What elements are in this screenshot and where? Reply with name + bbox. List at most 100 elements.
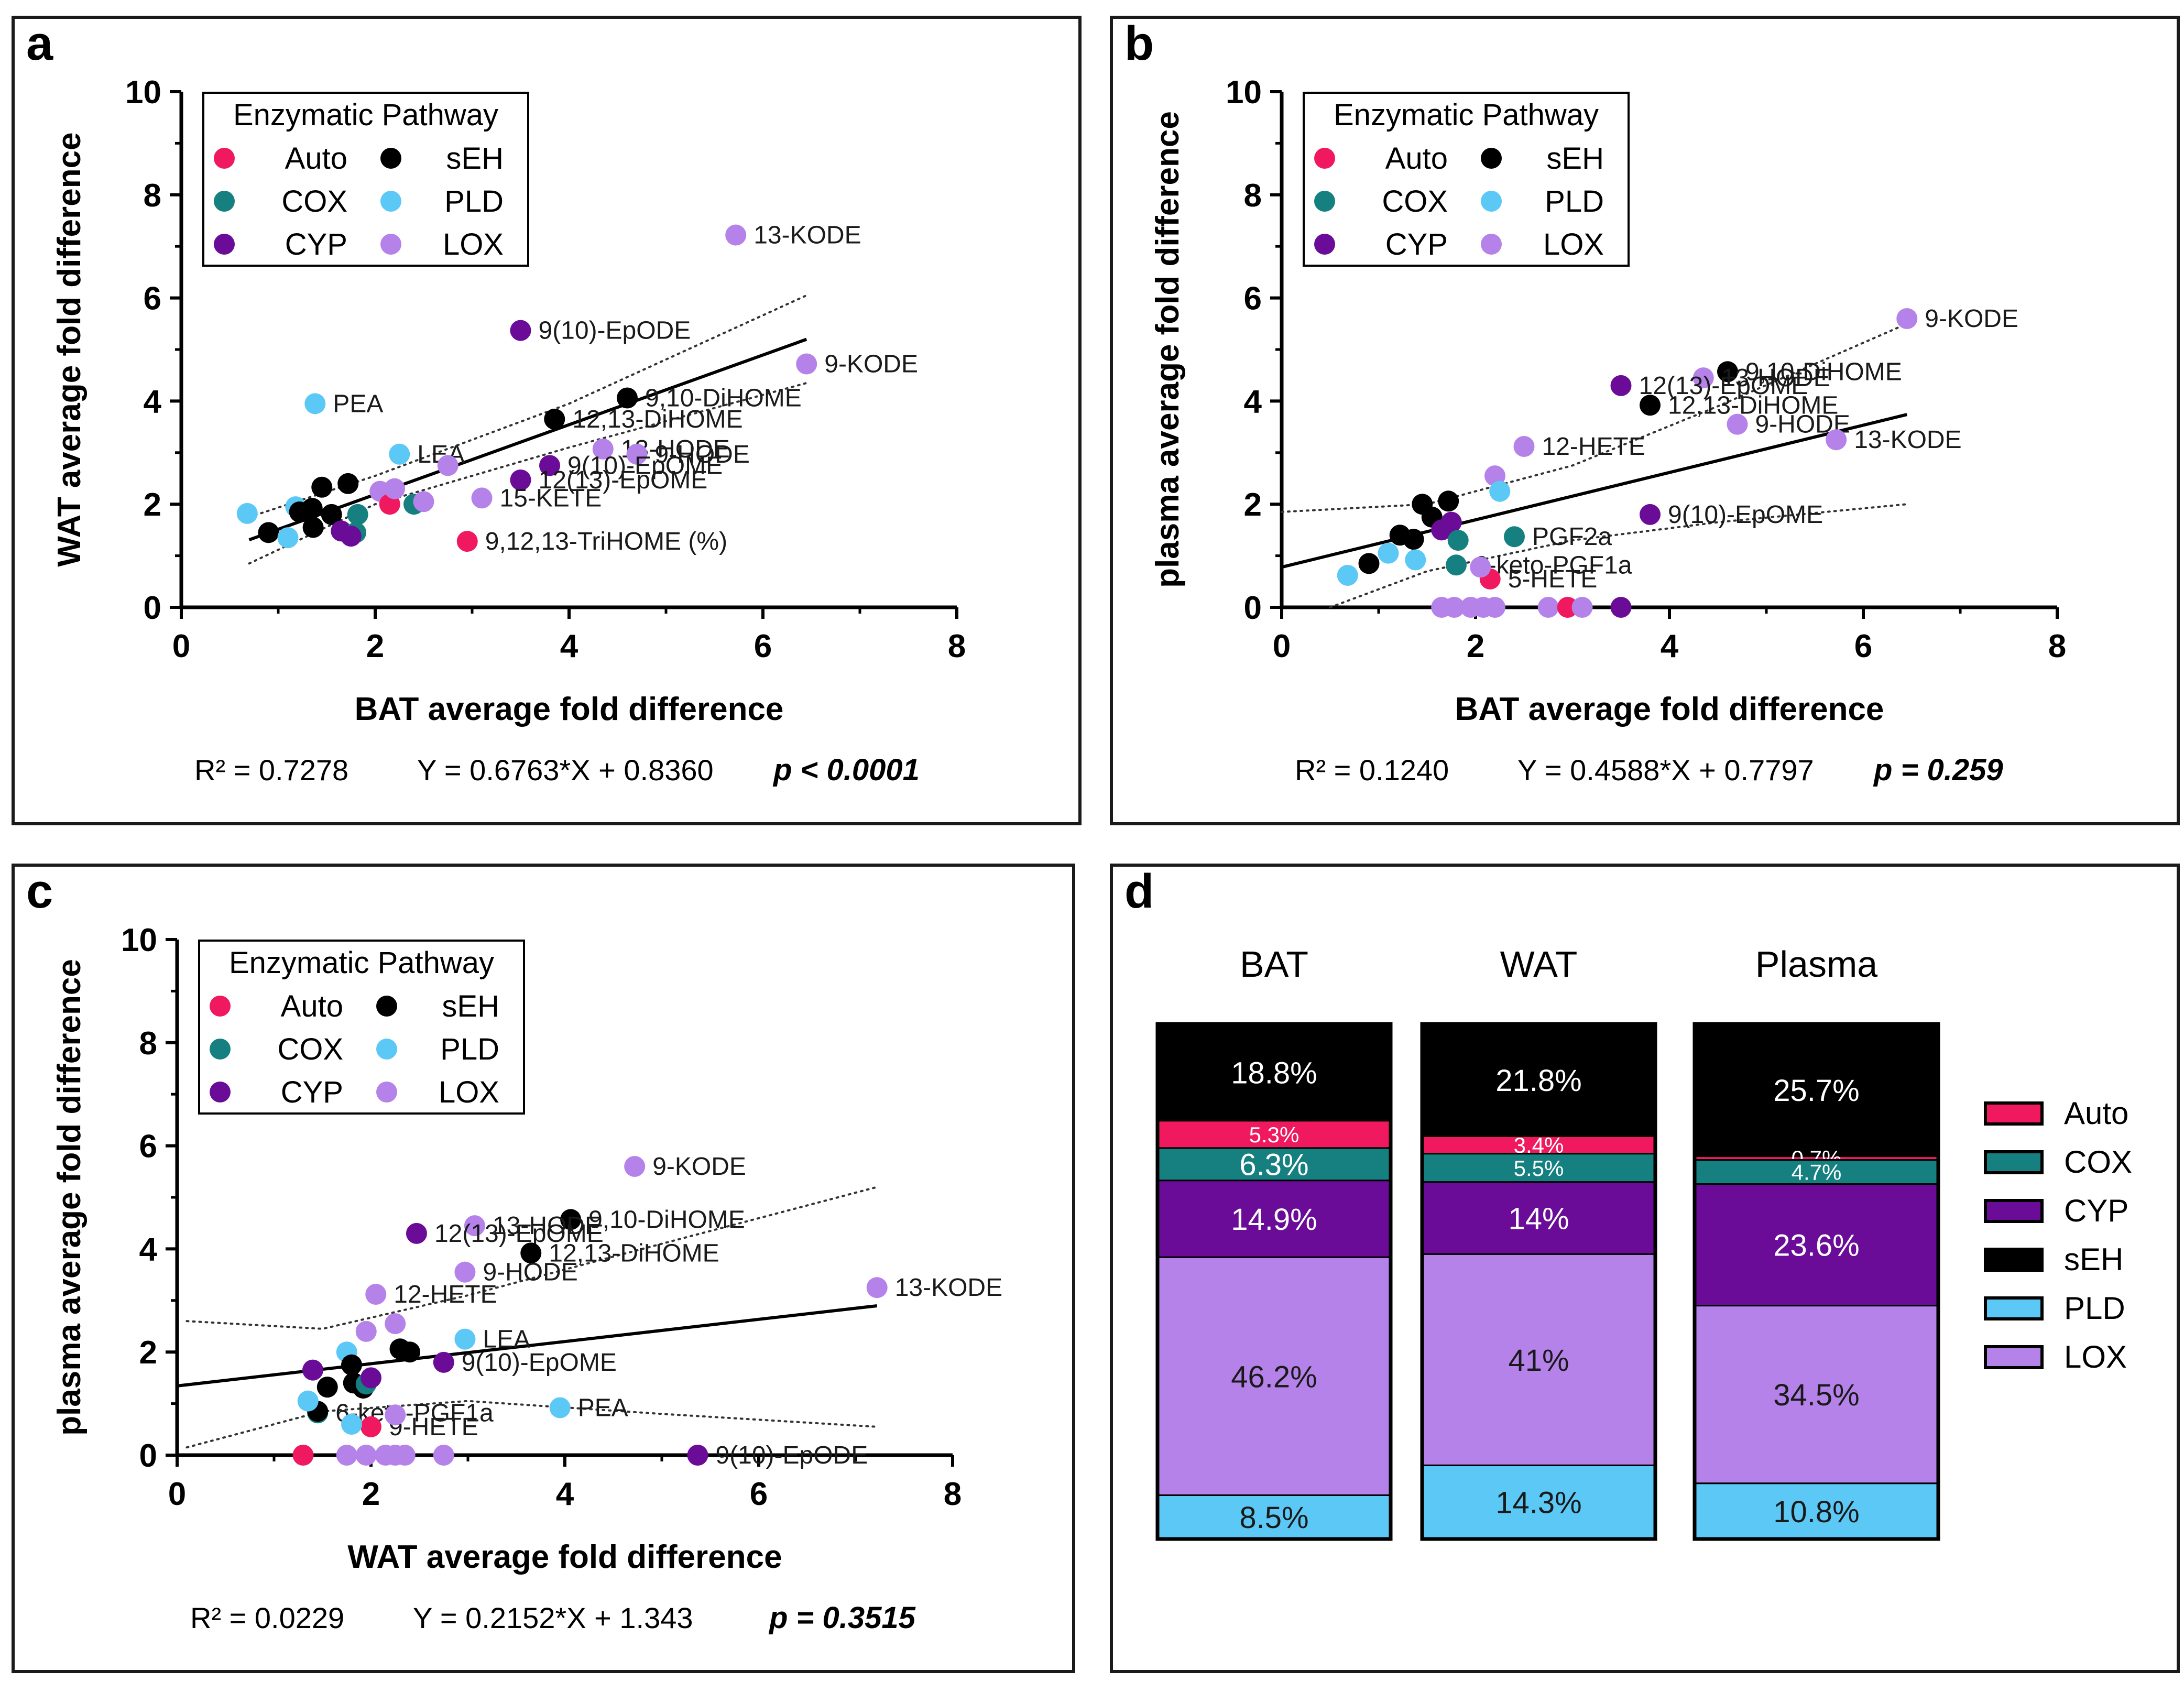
data-point-seh xyxy=(1640,395,1661,416)
point-label: 9(10)-EpOME xyxy=(1668,501,1823,529)
r-squared-text: R² = 0.7278 xyxy=(194,754,348,787)
x-tick-label: 4 xyxy=(556,1476,574,1512)
data-point-lox xyxy=(385,1313,406,1335)
legend-label-cox: COX xyxy=(1382,184,1448,219)
legend-title: Enzymatic Pathway xyxy=(1334,98,1599,132)
data-point-lox xyxy=(437,455,458,476)
legend-swatch-seh xyxy=(1984,1248,2044,1272)
data-point-seh xyxy=(301,498,323,519)
point-label: 6-keto-PGF1a xyxy=(1474,551,1632,579)
bar-segment-pld xyxy=(1694,1482,1939,1540)
data-point-lox xyxy=(626,443,648,465)
data-point-pld xyxy=(297,1390,319,1412)
data-point-seh xyxy=(399,1341,420,1363)
legend-title: Enzymatic Pathway xyxy=(229,946,494,980)
point-label: 9-HODE xyxy=(655,441,750,468)
data-point-lox xyxy=(433,1445,454,1466)
bar-segment-label: 25.7% xyxy=(1773,1074,1859,1108)
legend-label-auto: Auto xyxy=(285,141,347,176)
legend-label-cox: COX xyxy=(277,1032,343,1066)
y-tick-label: 6 xyxy=(1244,281,1262,317)
data-point-cyp xyxy=(433,1351,454,1373)
legend-label-cyp: CYP xyxy=(285,227,347,261)
scatter-chart-c: c 0 2 4 6 8 10 0 2 4 6 8 WAT average fold difference… xyxy=(26,865,1002,1635)
data-point-auto xyxy=(456,531,478,552)
legend-swatch-seh xyxy=(380,148,401,169)
scatter-chart-b: b 0 2 4 6 8 10 0 2 4 6 8 BAT average fold difference… xyxy=(1124,17,2066,787)
legend-title: Enzymatic Pathway xyxy=(233,98,498,132)
regression-equation: Y = 0.6763*X + 0.8360 xyxy=(417,754,714,787)
point-label: 13-HODE xyxy=(1721,364,1830,392)
legend-swatch-cyp xyxy=(1984,1199,2044,1223)
legend-label-pld: PLD xyxy=(440,1032,499,1066)
y-tick-label: 10 xyxy=(1226,74,1262,111)
data-point-cyp xyxy=(1610,375,1632,396)
legend-label-auto: Auto xyxy=(281,989,343,1023)
y-tick-label: 8 xyxy=(139,1025,157,1062)
point-label: 13-KODE xyxy=(754,222,861,249)
bar-category-label: BAT xyxy=(1240,944,1308,985)
data-point-lox xyxy=(464,1215,485,1237)
data-point-lox xyxy=(866,1277,888,1298)
data-point-seh xyxy=(1403,529,1424,550)
data-point-cyp xyxy=(406,1222,427,1244)
data-point-lox xyxy=(471,487,493,509)
panel-d: d BAT 18.8% 5.3% 6.3% 14.9% 46.2% 8.5% WAT 21.8% 3… xyxy=(1110,864,2180,1673)
p-value-text: p = 0.259 xyxy=(1873,753,2003,787)
bar-segment-cyp xyxy=(1421,1181,1656,1255)
data-point-lox xyxy=(1513,435,1535,457)
x-tick-label: 0 xyxy=(168,1476,186,1512)
data-point-auto xyxy=(361,1416,381,1437)
legend-swatch-cyp xyxy=(214,234,235,255)
point-label: 9-KODE xyxy=(652,1153,746,1181)
point-label: 9(10)-EpOME xyxy=(567,452,723,479)
legend-swatch-lox xyxy=(380,234,401,255)
data-point-cox xyxy=(1446,554,1467,576)
data-point-cyp xyxy=(510,469,531,490)
x-axis-label: BAT average fold difference xyxy=(1455,691,1884,727)
x-tick-label: 8 xyxy=(944,1476,962,1512)
panel-letter: b xyxy=(1124,19,1154,70)
legend-label-cyp: CYP xyxy=(2064,1193,2128,1228)
x-tick-label: 4 xyxy=(1661,628,1679,664)
data-point-lox xyxy=(1444,597,1465,618)
point-label: 9-KODE xyxy=(824,351,918,378)
stacked-bar-chart-d: d BAT 18.8% 5.3%6.3% 14.9% 46.2% 8.5% WAT 21.8% 3… xyxy=(1124,865,2132,1541)
data-point-pld xyxy=(341,1413,362,1435)
point-label: 9,10-DiHOME xyxy=(588,1206,745,1234)
legend-swatch-auto xyxy=(1314,148,1335,169)
legend-label-cox: COX xyxy=(281,184,347,219)
point-label: 9(10)-EpOME xyxy=(462,1349,617,1377)
point-label: 9,10-DiHOME xyxy=(1745,358,1902,386)
bar-outline xyxy=(1155,1022,1393,1541)
bar-segment-label: 6.3% xyxy=(1239,1148,1308,1182)
legend-label-auto: Auto xyxy=(1385,141,1448,176)
y-tick-label: 4 xyxy=(139,1231,158,1268)
data-point-pld xyxy=(304,393,326,414)
legend-swatch-pld xyxy=(376,1039,397,1060)
legend-label-seh: sEH xyxy=(442,989,499,1023)
legend-swatch-pld xyxy=(1481,191,1502,212)
legend-swatch-lox xyxy=(376,1082,397,1103)
legend-swatch-auto xyxy=(214,148,235,169)
bar-segment-label: 14% xyxy=(1508,1202,1569,1236)
y-axis-label: plasma average fold difference xyxy=(1150,111,1186,588)
bar-segment-label: 14.9% xyxy=(1231,1203,1317,1237)
y-axis-label: plasma average fold difference xyxy=(51,959,88,1436)
bar-segment-label: 34.5% xyxy=(1773,1378,1859,1412)
data-point-lox xyxy=(1692,367,1714,389)
data-point-pld xyxy=(389,443,410,465)
x-tick-label: 4 xyxy=(560,628,578,664)
bar-outline xyxy=(1420,1022,1657,1541)
point-label: 12(13)-EpOME xyxy=(434,1220,604,1248)
bar-segment-label: 10.8% xyxy=(1773,1495,1859,1529)
data-point-seh xyxy=(520,1242,542,1264)
data-point-cox xyxy=(1504,526,1525,548)
point-label: PEA xyxy=(333,390,383,418)
point-label: 12-HETE xyxy=(1542,433,1645,461)
data-point-lox xyxy=(384,478,405,499)
x-tick-label: 6 xyxy=(754,628,772,664)
data-point-pld xyxy=(454,1328,476,1350)
point-label: 9(10)-EpODE xyxy=(539,317,691,345)
legend-swatch-auto xyxy=(210,996,231,1017)
